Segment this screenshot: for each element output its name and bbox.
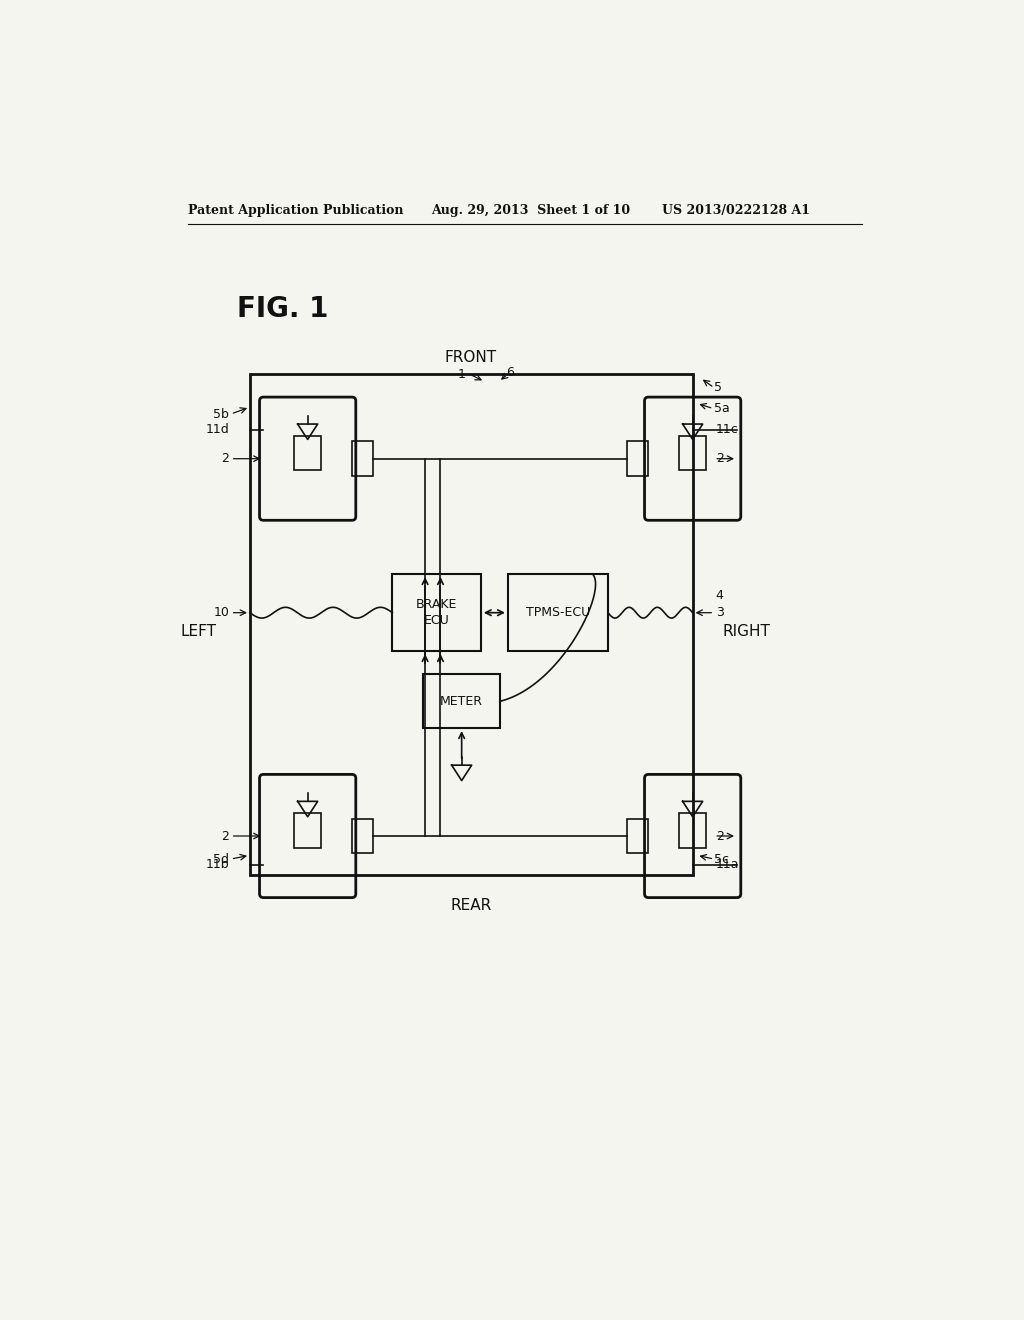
Text: 2: 2 xyxy=(221,453,229,465)
Bar xyxy=(423,675,500,729)
Text: 6: 6 xyxy=(506,366,514,379)
Text: TPMS-ECU: TPMS-ECU xyxy=(525,606,590,619)
Text: 5b: 5b xyxy=(213,408,229,421)
Text: 11d: 11d xyxy=(206,424,229,437)
Bar xyxy=(679,813,706,847)
Text: 5a: 5a xyxy=(714,403,730,416)
Text: 4: 4 xyxy=(716,589,724,602)
Text: BRAKE
ECU: BRAKE ECU xyxy=(416,598,458,627)
Text: 5c: 5c xyxy=(714,853,729,866)
Text: Aug. 29, 2013  Sheet 1 of 10: Aug. 29, 2013 Sheet 1 of 10 xyxy=(431,205,630,218)
Text: 11a: 11a xyxy=(716,858,739,871)
Bar xyxy=(392,574,481,651)
Bar xyxy=(508,574,608,651)
Text: 3: 3 xyxy=(716,606,724,619)
Text: LEFT: LEFT xyxy=(180,624,216,639)
Text: 5d: 5d xyxy=(213,853,229,866)
Bar xyxy=(294,436,321,470)
Text: FRONT: FRONT xyxy=(444,350,497,364)
Bar xyxy=(352,441,374,477)
Text: 1: 1 xyxy=(458,367,466,380)
Text: 2: 2 xyxy=(716,829,724,842)
Text: METER: METER xyxy=(440,694,483,708)
Text: FIG. 1: FIG. 1 xyxy=(237,294,329,322)
Text: Patent Application Publication: Patent Application Publication xyxy=(188,205,403,218)
Text: 2: 2 xyxy=(221,829,229,842)
Text: RIGHT: RIGHT xyxy=(723,624,770,639)
Text: REAR: REAR xyxy=(451,898,492,913)
Bar xyxy=(294,813,321,847)
Text: 5: 5 xyxy=(714,381,722,395)
Bar xyxy=(250,374,692,874)
Bar xyxy=(352,818,374,853)
Text: 10: 10 xyxy=(213,606,229,619)
Text: US 2013/0222128 A1: US 2013/0222128 A1 xyxy=(662,205,810,218)
Text: 2: 2 xyxy=(716,453,724,465)
Bar xyxy=(627,818,648,853)
Bar xyxy=(627,441,648,477)
Text: 11b: 11b xyxy=(206,858,229,871)
Bar xyxy=(679,436,706,470)
Text: 11c: 11c xyxy=(716,424,738,437)
